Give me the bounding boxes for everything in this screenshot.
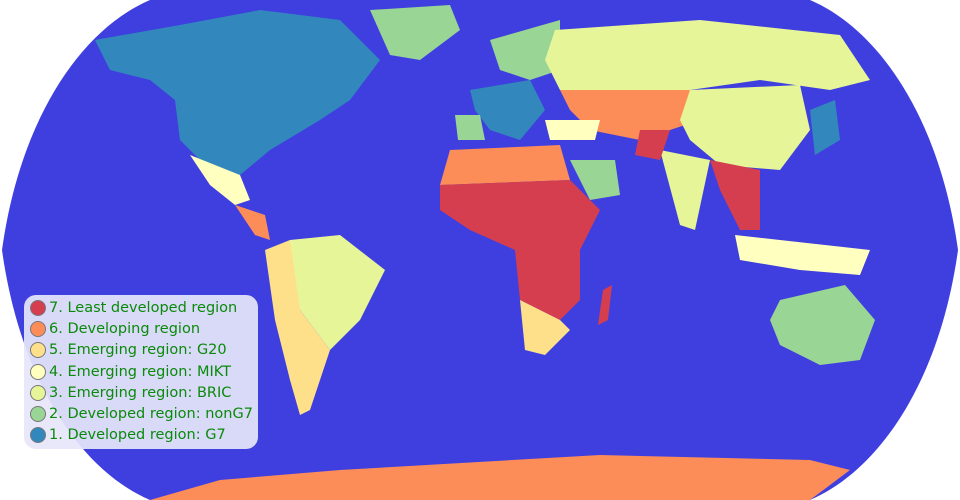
region-argentina[interactable] xyxy=(265,240,330,415)
legend-item[interactable]: 5. Emerging region: G20 xyxy=(30,340,258,361)
region-greenland[interactable] xyxy=(370,5,460,60)
region-europe-north[interactable] xyxy=(455,20,560,140)
legend-swatch xyxy=(30,363,46,380)
legend-label: 2. Developed region: nonG7 xyxy=(49,406,253,423)
legend-item[interactable]: 6. Developing region xyxy=(30,318,258,339)
legend-item[interactable]: 2. Developed region: nonG7 xyxy=(30,403,258,424)
legend-swatch xyxy=(30,384,46,401)
region-central-africa[interactable] xyxy=(440,180,600,320)
region-japan[interactable] xyxy=(810,100,840,155)
region-antarctica[interactable] xyxy=(150,455,850,500)
region-central-america[interactable] xyxy=(235,205,270,240)
legend-label: 5. Emerging region: G20 xyxy=(49,342,227,359)
legend-swatch xyxy=(30,427,46,444)
legend-label: 4. Emerging region: MIKT xyxy=(49,363,231,380)
legend-swatch xyxy=(30,299,46,316)
legend-label: 7. Least developed region xyxy=(49,299,238,316)
region-china[interactable] xyxy=(680,85,810,170)
legend: 7. Least developed region 6. Developing r… xyxy=(24,295,258,449)
region-brazil[interactable] xyxy=(285,235,385,350)
region-madagascar[interactable] xyxy=(598,285,612,325)
legend-item[interactable]: 7. Least developed region xyxy=(30,297,258,318)
legend-label: 6. Developing region xyxy=(49,320,201,337)
region-india[interactable] xyxy=(660,150,710,230)
region-indonesia[interactable] xyxy=(735,235,870,275)
region-se-asia[interactable] xyxy=(635,130,760,230)
legend-item[interactable]: 3. Emerging region: BRIC xyxy=(30,382,258,403)
legend-swatch xyxy=(30,406,46,423)
region-australia[interactable] xyxy=(770,285,875,365)
legend-label: 1. Developed region: G7 xyxy=(49,427,226,444)
region-saudi[interactable] xyxy=(570,160,620,200)
legend-item[interactable]: 4. Emerging region: MIKT xyxy=(30,361,258,382)
region-mexico[interactable] xyxy=(190,155,250,205)
legend-swatch xyxy=(30,342,46,359)
region-russia[interactable] xyxy=(545,20,870,95)
legend-label: 3. Emerging region: BRIC xyxy=(49,384,232,401)
legend-swatch xyxy=(30,320,46,337)
region-south-africa[interactable] xyxy=(520,300,570,355)
region-usa-canada[interactable] xyxy=(95,10,380,175)
region-europe-west[interactable] xyxy=(470,80,545,140)
region-north-africa[interactable] xyxy=(440,145,570,185)
region-turkey[interactable] xyxy=(545,120,600,140)
legend-item[interactable]: 1. Developed region: G7 xyxy=(30,425,258,446)
